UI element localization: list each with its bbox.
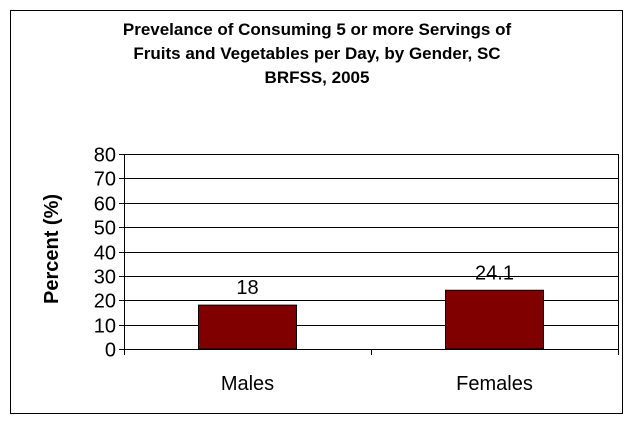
y-tick-label: 30: [94, 267, 116, 289]
y-axis-title: Percent (%): [41, 194, 63, 304]
y-tick-label: 80: [94, 145, 116, 167]
axes: [119, 154, 619, 355]
chart-title: Prevelance of Consuming 5 or more Servin…: [0, 18, 634, 90]
y-tick-label: 60: [94, 194, 116, 216]
bars: [198, 289, 544, 350]
y-tick-label: 70: [94, 169, 116, 191]
chart-title-line-1: Prevelance of Consuming 5 or more Servin…: [122, 20, 512, 39]
y-tick-label: 40: [94, 243, 116, 265]
category-label: Males: [221, 373, 274, 395]
chart-title-line-2: Fruits and Vegetables per Day, by Gender…: [133, 44, 501, 63]
chart-title-line-3: BRFSS, 2005: [264, 68, 370, 87]
bar-males: [198, 304, 297, 350]
data-label: 18: [236, 277, 258, 299]
category-label: Females: [456, 373, 533, 395]
y-tick-label: 0: [105, 340, 116, 362]
bar-females: [445, 289, 544, 350]
y-tick-label: 20: [94, 291, 116, 313]
y-tick-label: 10: [94, 316, 116, 338]
data-label: 24.1: [475, 262, 514, 284]
y-tick-label: 50: [94, 218, 116, 240]
